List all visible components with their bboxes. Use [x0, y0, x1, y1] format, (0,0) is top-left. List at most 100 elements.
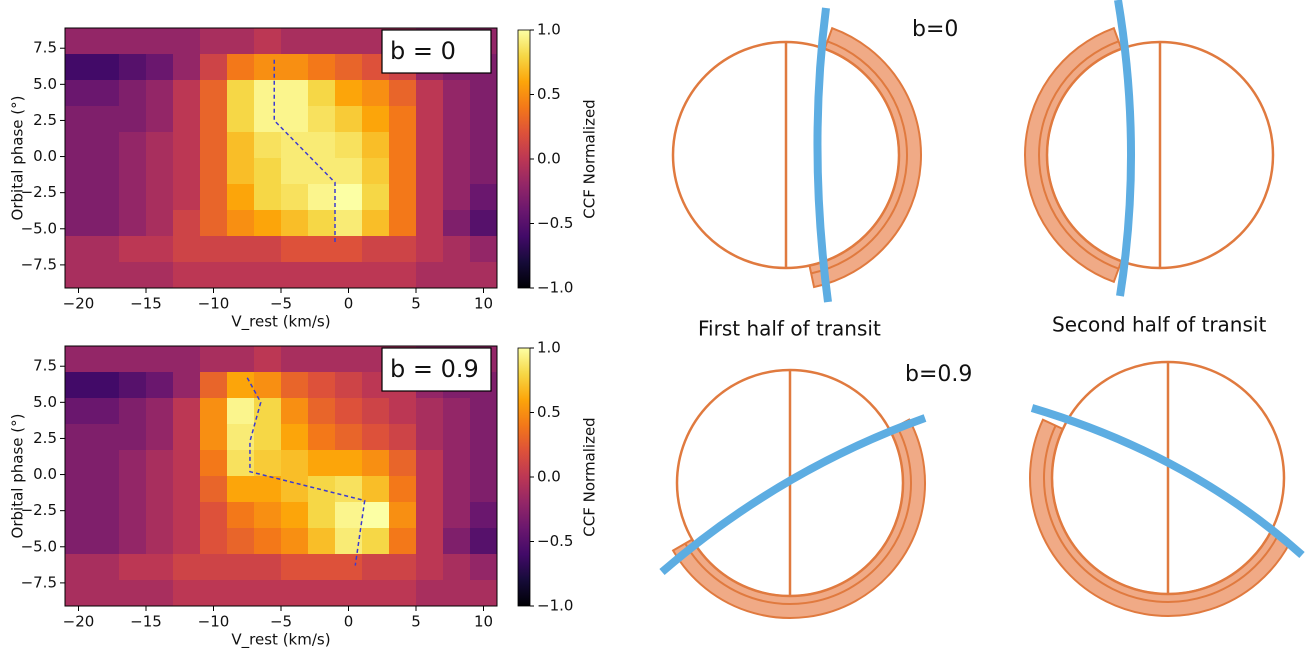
heat-cell	[173, 346, 201, 373]
heat-cell	[443, 262, 471, 289]
heat-cell	[443, 528, 471, 555]
heat-cell	[335, 28, 363, 55]
heat-cell	[146, 106, 174, 133]
diagram-label: b=0	[912, 17, 958, 42]
heat-cell	[92, 346, 120, 373]
heat-cell	[443, 158, 471, 185]
heat-cell	[443, 184, 471, 211]
heat-cell	[362, 502, 390, 529]
heat-cell	[443, 502, 471, 529]
heat-cell	[389, 80, 417, 107]
heatmaps: −20 −15 −10 −5 0 5 10 −7.5 −5.0 −2.5 0.0 2.5 5.0 7.5 V…	[9, 21, 599, 650]
heat-cell	[254, 424, 282, 451]
heat-cell	[281, 398, 309, 425]
heat-cell	[65, 132, 93, 159]
heat-cell	[470, 262, 498, 289]
heat-cell	[200, 54, 228, 81]
heat-cell	[146, 236, 174, 263]
heat-cell	[227, 528, 255, 555]
y-tick-label: 0.0	[33, 147, 57, 165]
annotation: b = 0	[390, 37, 456, 65]
annotation-box	[381, 29, 492, 74]
heat-cell	[65, 450, 93, 477]
heat-cell	[200, 398, 228, 425]
heat-cell	[200, 158, 228, 185]
heat-cell	[119, 502, 147, 529]
heat-cell	[281, 28, 309, 55]
heat-cell	[362, 450, 390, 477]
heat-cell	[65, 528, 93, 555]
y-tick-label: 2.5	[33, 429, 57, 447]
heat-cell	[227, 580, 255, 607]
heat-cell	[119, 262, 147, 289]
heat-cell	[416, 580, 444, 607]
heat-cell	[389, 450, 417, 477]
heat-cell	[362, 210, 390, 237]
heat-cell	[416, 106, 444, 133]
x-axis-label: V_rest (km/s)	[231, 631, 330, 650]
heat-cell	[281, 502, 309, 529]
heat-cell	[362, 262, 390, 289]
heat-cell	[227, 346, 255, 373]
heat-cell	[335, 210, 363, 237]
heat-cell	[254, 502, 282, 529]
heat-cell	[173, 262, 201, 289]
heat-cell	[389, 528, 417, 555]
heat-cell	[335, 262, 363, 289]
heat-cell	[389, 424, 417, 451]
heat-cell	[335, 450, 363, 477]
heat-cell	[200, 28, 228, 55]
heat-cell	[92, 398, 120, 425]
heat-cell	[416, 262, 444, 289]
heat-cell	[335, 236, 363, 263]
heat-cell	[65, 580, 93, 607]
heat-cell	[389, 210, 417, 237]
heat-cell	[200, 80, 228, 107]
heat-cell	[362, 158, 390, 185]
y-tick-label: −5.0	[21, 219, 57, 237]
heat-cell	[281, 158, 309, 185]
heat-cell	[416, 528, 444, 555]
x-tick-label: −10	[198, 613, 230, 631]
heat-cell	[65, 106, 93, 133]
heat-cell	[308, 398, 336, 425]
heat-cell	[362, 132, 390, 159]
heat-cell	[308, 476, 336, 503]
heat-cell	[146, 554, 174, 581]
heat-cell	[443, 424, 471, 451]
heat-cell	[254, 528, 282, 555]
heat-cell	[146, 528, 174, 555]
heat-cell	[281, 450, 309, 477]
heat-cell	[470, 184, 498, 211]
heat-cell	[416, 476, 444, 503]
heat-cell	[335, 554, 363, 581]
heat-cell	[416, 80, 444, 107]
heat-cell	[254, 184, 282, 211]
heat-cell	[281, 80, 309, 107]
heat-cell	[443, 236, 471, 263]
colorbar-tick-label: 0.5	[537, 85, 561, 103]
heat-cell	[443, 476, 471, 503]
heat-cell	[389, 158, 417, 185]
heat-cell	[92, 210, 120, 237]
heat-cell	[470, 236, 498, 263]
heat-cell	[200, 580, 228, 607]
heat-cell	[254, 236, 282, 263]
heat-cell	[335, 502, 363, 529]
heat-cell	[254, 28, 282, 55]
heat-cell	[308, 80, 336, 107]
heat-cell	[470, 450, 498, 477]
heat-cell	[281, 262, 309, 289]
y-tick-label: −7.5	[21, 573, 57, 591]
heat-cell	[389, 236, 417, 263]
heat-cell	[308, 502, 336, 529]
y-axis-label: Orbital phase (°)	[9, 414, 27, 539]
heat-cell	[146, 346, 174, 373]
heat-cell	[146, 80, 174, 107]
heat-cell	[146, 424, 174, 451]
heat-cell	[389, 476, 417, 503]
colorbar-label: CCF Normalized	[581, 99, 599, 218]
heat-cell	[92, 476, 120, 503]
heat-cell	[92, 262, 120, 289]
